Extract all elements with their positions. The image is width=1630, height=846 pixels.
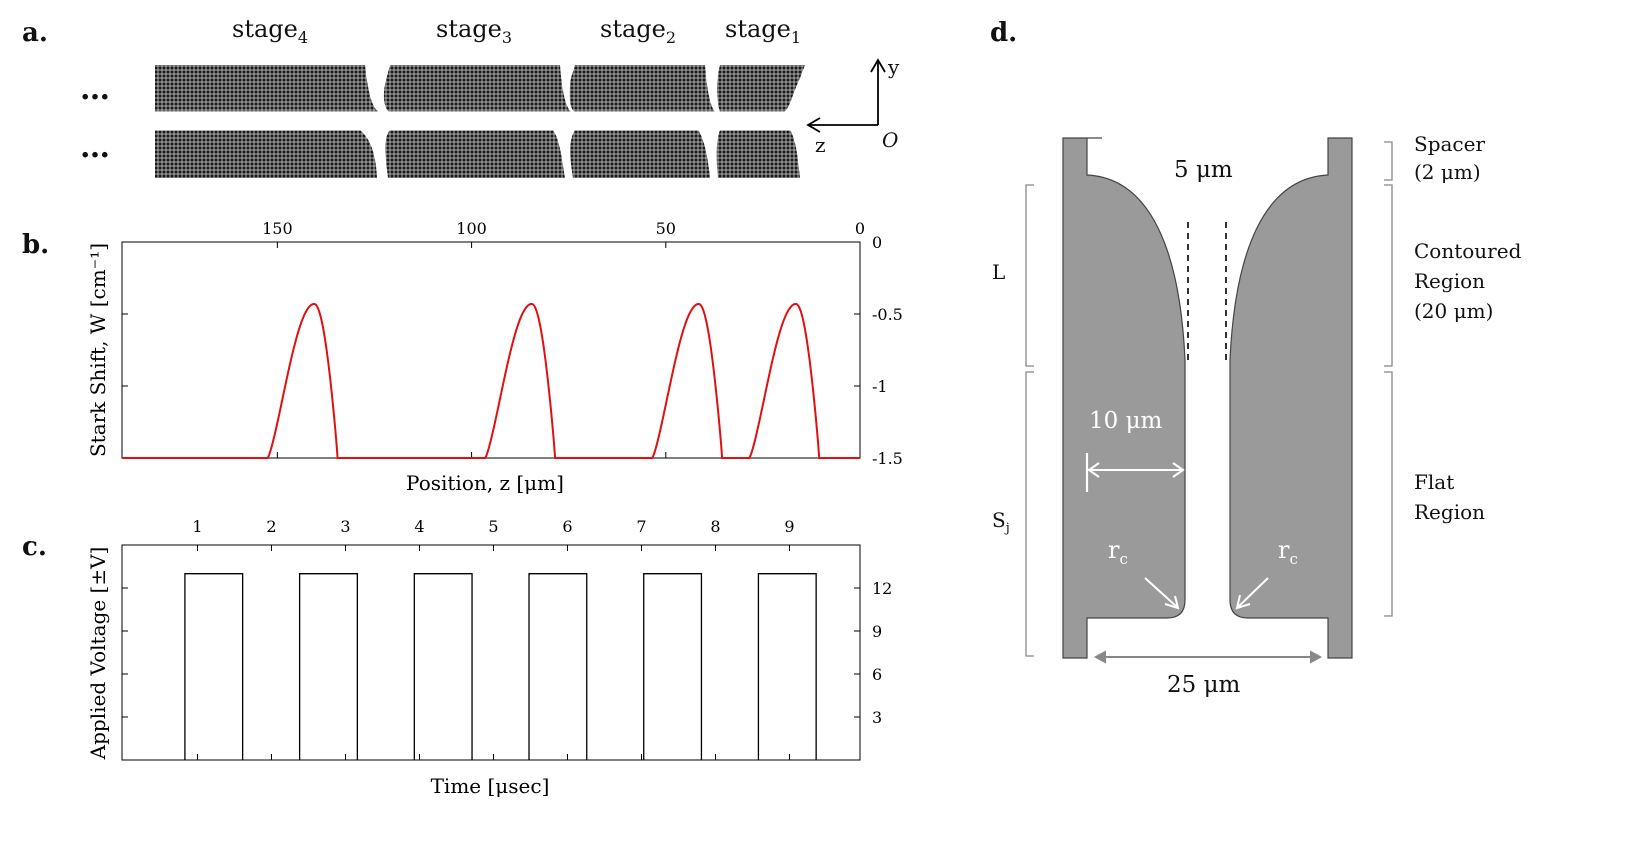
rc-right-label: rc: [1278, 536, 1298, 568]
stark-shift-chart: 150 100 50 0 0 -0.5 -1 -1.5 Position, z [μm] S…: [86, 219, 903, 495]
voltage-pulse: [413, 573, 473, 760]
spacer-annotation: Spacer (2 μm): [1414, 132, 1486, 184]
c-ytick-label: 12: [872, 579, 892, 598]
left-electrode: [1062, 137, 1186, 659]
c-xtick-label: 1: [192, 517, 202, 536]
voltage-pulse: [643, 573, 703, 760]
c-ytick-label: 3: [872, 708, 882, 727]
half-width-label: 10 μm: [1089, 408, 1163, 434]
panel-d-label: d.: [990, 18, 1018, 48]
panel-a-label: a.: [22, 18, 48, 48]
flat-annotation: Flat Region: [1414, 470, 1486, 524]
ellipsis-top: …: [80, 72, 112, 107]
axis-z-label: z: [815, 133, 826, 157]
L-label: L: [992, 260, 1006, 284]
panel-b-label: b.: [22, 230, 50, 260]
axis-y-label: y: [888, 55, 900, 79]
voltage-pulse: [298, 573, 358, 760]
electrode-cross-section: [1025, 137, 1393, 664]
b-ytick-label: -1: [872, 377, 888, 396]
stark-shift-series: [122, 302, 860, 459]
c-xtick-label: 5: [488, 517, 498, 536]
rc-left-label: rc: [1108, 536, 1128, 568]
c-xtick-label: 4: [414, 517, 424, 536]
b-ytick-label: -0.5: [872, 305, 903, 324]
stage-2-label: stage2: [600, 15, 677, 47]
b-ylabel: Stark Shift, W [cm⁻¹]: [86, 243, 110, 457]
total-width-label: 25 μm: [1167, 672, 1241, 698]
b-xtick-label: 150: [262, 219, 293, 238]
ellipsis-bottom: …: [80, 130, 112, 165]
c-ytick-label: 9: [872, 622, 882, 641]
c-xtick-label: 3: [340, 517, 350, 536]
stage-4-label: stage4: [232, 15, 309, 47]
panel-c-label: c.: [22, 532, 47, 562]
c-ylabel: Applied Voltage [±V]: [86, 547, 110, 761]
c-ytick-label: 6: [872, 665, 882, 684]
plot-frame-c: [121, 544, 861, 761]
c-xtick-label: 6: [562, 517, 572, 536]
contoured-annotation: Contoured Region (20 μm): [1414, 239, 1522, 323]
voltage-pulse: [184, 573, 244, 760]
c-xtick-label: 2: [266, 517, 276, 536]
b-xlabel: Position, z [μm]: [406, 471, 564, 495]
origin-label: O: [882, 128, 899, 152]
right-electrode: [1229, 137, 1353, 659]
c-xtick-label: 7: [636, 517, 646, 536]
stage-1-label: stage1: [725, 15, 802, 47]
b-ytick-label: -1.5: [872, 449, 903, 468]
gap-5um-label: 5 μm: [1174, 157, 1233, 183]
c-xtick-label: 8: [710, 517, 720, 536]
c-xlabel: Time [μsec]: [431, 774, 550, 798]
b-xtick-label: 0: [855, 219, 865, 238]
voltage-pulse: [528, 573, 588, 760]
c-xtick-label: 9: [784, 517, 794, 536]
electrode-mesh: [155, 58, 886, 178]
plot-frame-b: [121, 241, 861, 459]
S-label: Sj: [992, 508, 1010, 536]
b-xtick-label: 100: [456, 219, 487, 238]
voltage-pulse: [757, 573, 817, 760]
b-xtick-label: 50: [656, 219, 676, 238]
stage-3-label: stage3: [436, 15, 513, 47]
b-ytick-label: 0: [872, 233, 882, 252]
